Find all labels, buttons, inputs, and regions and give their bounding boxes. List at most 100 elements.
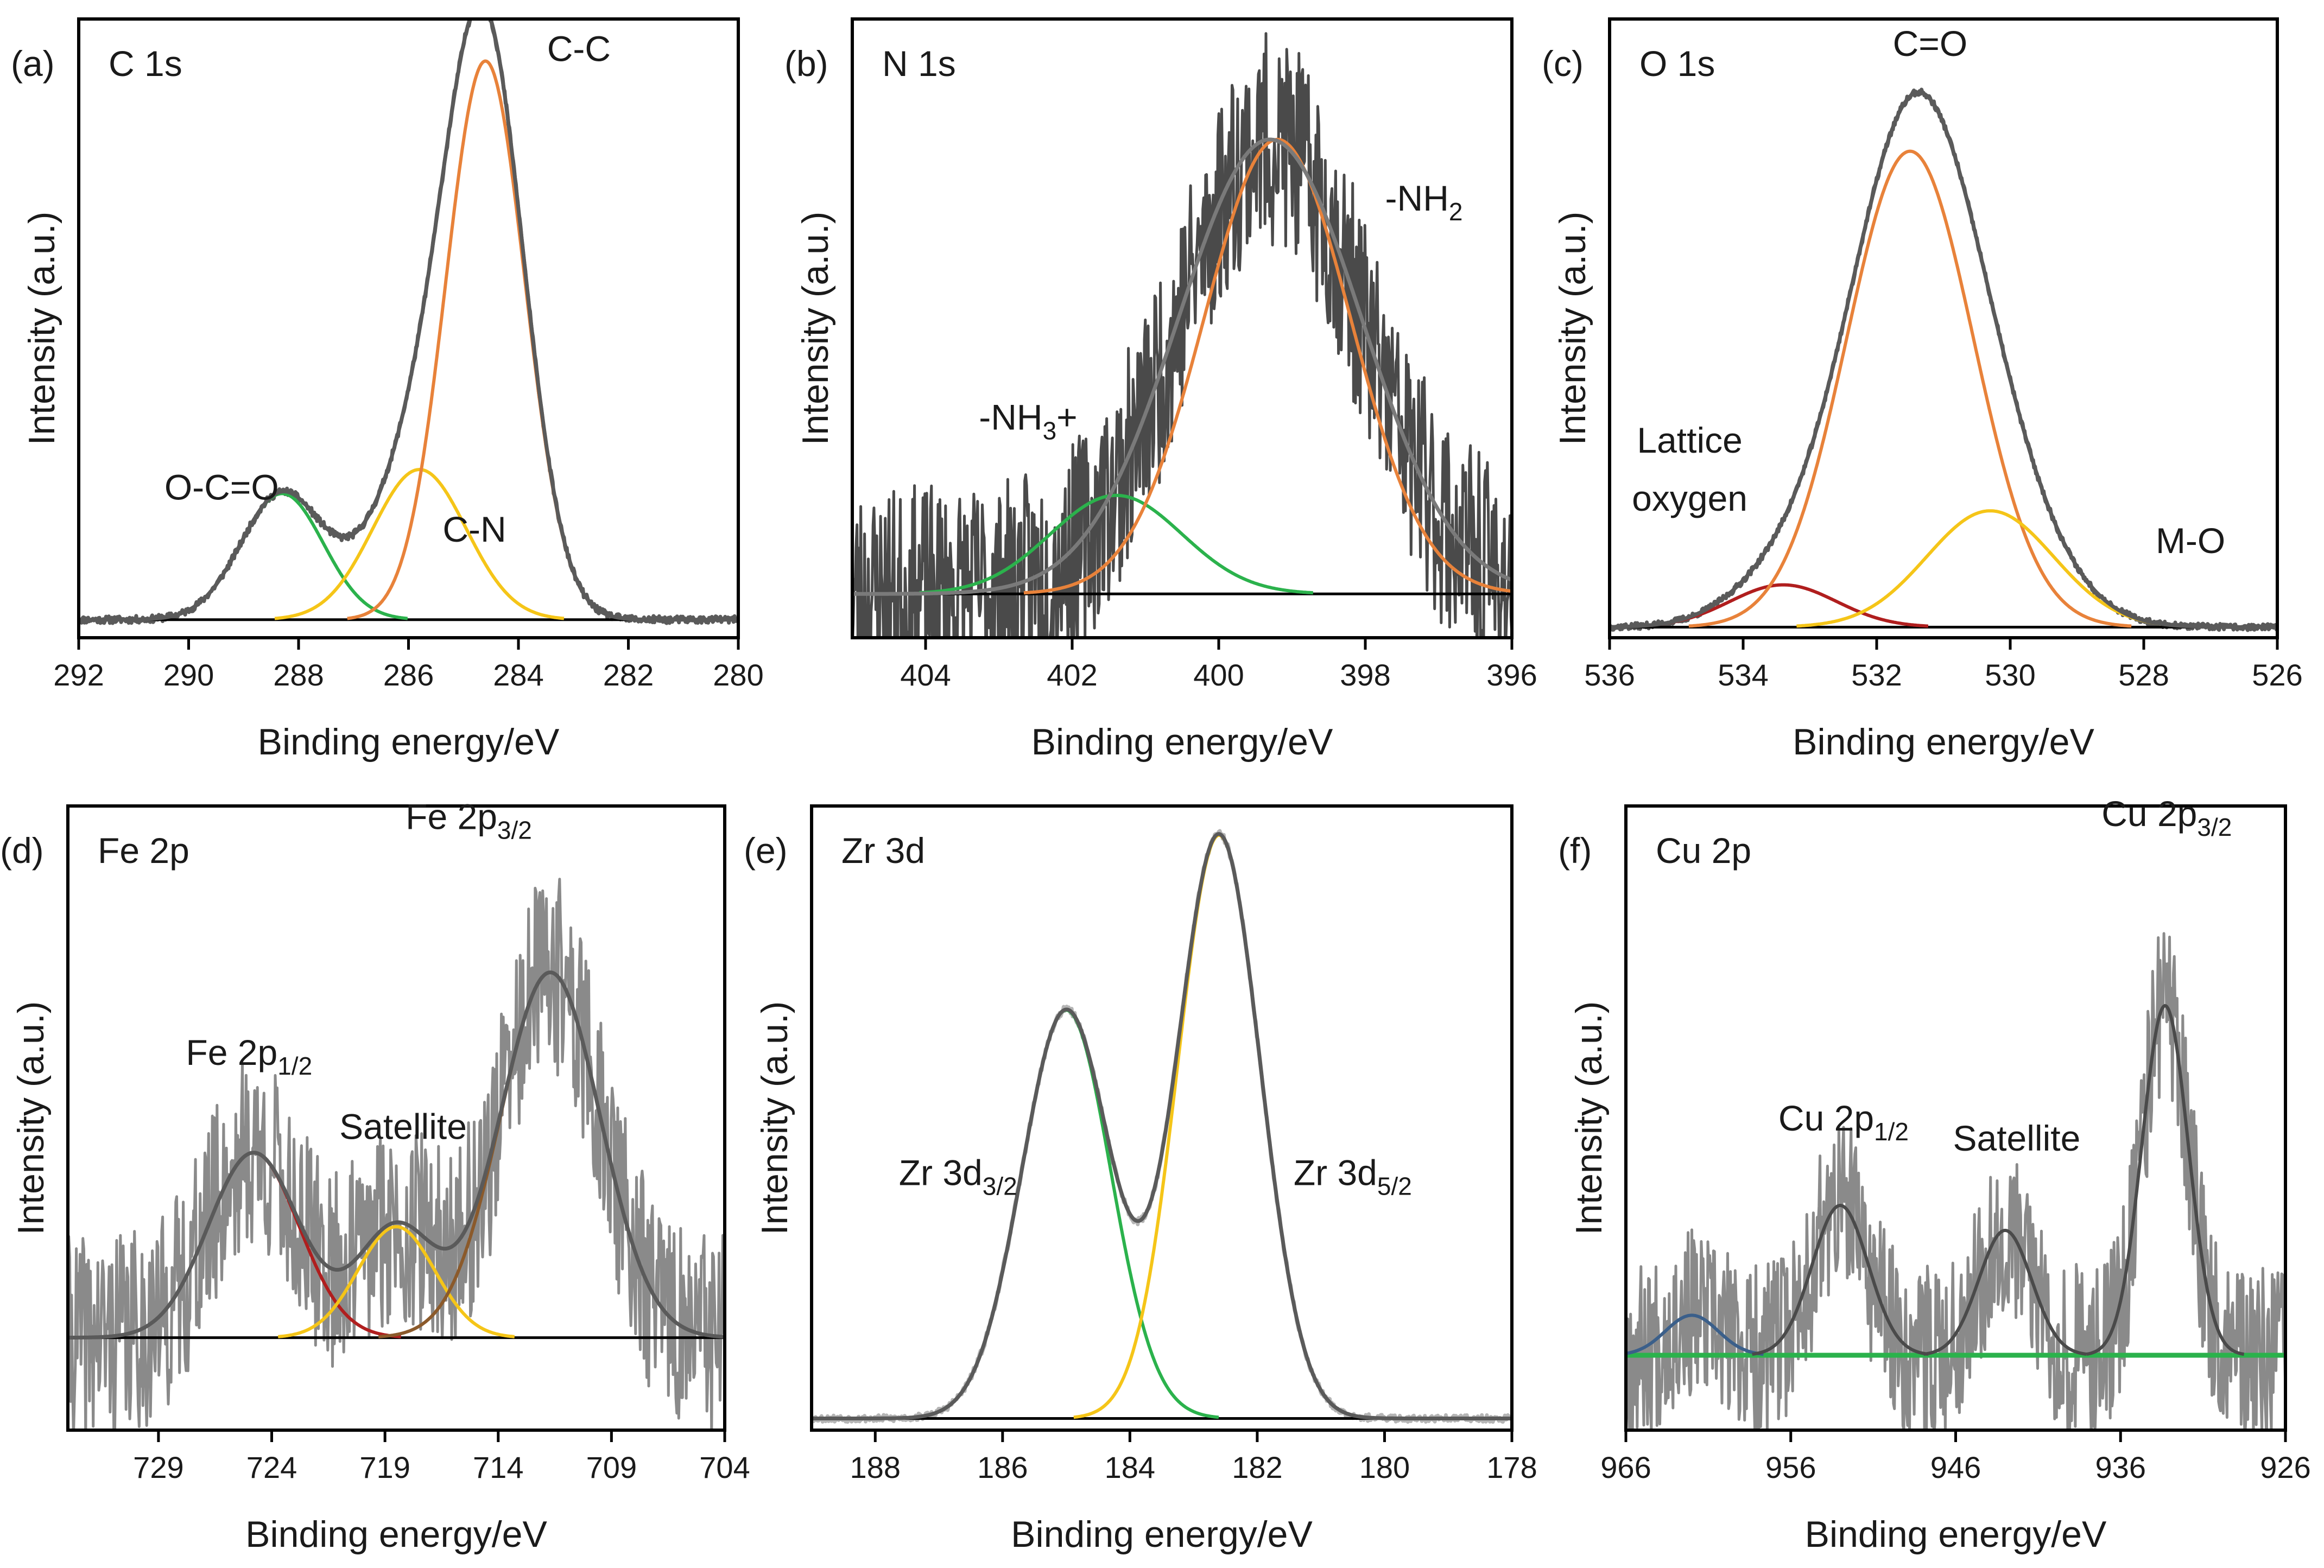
x-tick-label: 186	[977, 1450, 1028, 1484]
x-tick-label: 402	[1047, 658, 1097, 692]
fit-envelope	[79, 19, 738, 622]
panel-letter: (a)	[11, 43, 55, 84]
panel-f: 966 956 946 936 926 Binding energy/eV Intensit…	[1558, 793, 2311, 1555]
plot-area	[812, 829, 1512, 1424]
x-tick-label: 396	[1486, 658, 1537, 692]
y-axis-label: Intensity (a.u.)	[21, 212, 62, 446]
panel-letter: (b)	[784, 43, 828, 84]
peak-annotation: C-C	[547, 28, 611, 68]
x-tick-label: 178	[1486, 1450, 1537, 1484]
x-tick-label: 704	[699, 1450, 750, 1484]
x-tick-label: 946	[1930, 1450, 1981, 1484]
raw-spectrum	[1626, 932, 2285, 1430]
x-tick-label: 400	[1193, 658, 1244, 692]
fit-component-0	[1626, 1313, 1764, 1356]
panel-letter: (d)	[0, 830, 44, 871]
panel-letter: (e)	[744, 830, 788, 871]
annotation-subscript: 3/2	[2197, 813, 2232, 841]
x-axis-label: Binding energy/eV	[1011, 1514, 1313, 1555]
fit-component-1	[1752, 1204, 1929, 1356]
annotation-main: Cu 2p	[1778, 1098, 1874, 1138]
annotation-main: C-C	[547, 28, 611, 68]
annotation-subscript: 1/2	[277, 1052, 312, 1080]
x-tick-label: 184	[1105, 1450, 1155, 1484]
fit-component-1	[1023, 137, 1512, 595]
plot-area	[68, 878, 725, 1430]
x-tick-label: 719	[359, 1450, 410, 1484]
x-tick-label: 729	[133, 1450, 183, 1484]
annotation-main: C=O	[1893, 23, 1968, 64]
x-tick-label: 280	[713, 658, 763, 692]
peak-annotation: M-O	[2156, 520, 2225, 561]
peak-annotation: C-N	[442, 509, 506, 549]
x-tick-label: 188	[850, 1450, 901, 1484]
peak-annotation: -NH2	[1385, 178, 1463, 226]
annotation-suffix: +	[1056, 397, 1078, 437]
x-tick-label: 282	[603, 658, 654, 692]
annotation-main: -NH	[979, 397, 1042, 437]
fit-envelope	[852, 137, 1512, 596]
peak-annotation: Cu 2p1/2	[1778, 1098, 1909, 1146]
x-tick-label: 714	[473, 1450, 523, 1484]
x-tick-label: 288	[273, 658, 324, 692]
x-tick-label: 956	[1765, 1450, 1816, 1484]
fit-component-1	[278, 1225, 515, 1338]
x-tick-label: 936	[2095, 1450, 2146, 1484]
annotation-main: Fe 2p	[186, 1032, 277, 1072]
raw-spectrum	[68, 878, 725, 1430]
x-tick-label: 530	[1985, 658, 2035, 692]
x-tick-label: 709	[586, 1450, 637, 1484]
fit-envelope	[68, 970, 725, 1340]
peak-annotation: Cu 2p3/2	[2101, 793, 2232, 841]
fit-component-1	[274, 468, 565, 620]
annotation-subscript: 3/2	[497, 816, 532, 845]
panel-letter: (f)	[1558, 830, 1592, 871]
spectrum-title: Zr 3d	[841, 830, 925, 871]
annotation-subscript: 3/2	[983, 1172, 1017, 1201]
annotation-main: Zr 3d	[1294, 1153, 1377, 1193]
annotation-subscript: 3	[1043, 417, 1057, 445]
peak-annotation: C=O	[1893, 23, 1968, 64]
y-axis-label: Intensity (a.u.)	[10, 1001, 52, 1235]
peak-annotation: O-C=O	[164, 467, 279, 507]
peak-annotation: Lattice	[1637, 420, 1742, 460]
peak-annotation: Fe 2p3/2	[406, 797, 532, 845]
peak-annotation: Fe 2p1/2	[186, 1032, 312, 1080]
annotation-main: -NH	[1385, 178, 1449, 218]
fit-component-1	[1688, 149, 2132, 628]
annotation-main: Cu 2p	[2101, 793, 2197, 834]
peak-annotation: oxygen	[1632, 478, 1747, 518]
x-tick-label: 528	[2118, 658, 2169, 692]
panel-letter: (c)	[1542, 43, 1584, 84]
x-tick-label: 536	[1584, 658, 1635, 692]
annotation-subscript: 5/2	[1377, 1172, 1412, 1201]
x-tick-label: 284	[493, 658, 543, 692]
panel-a: 292 290 288 286 284 282 280 Binding energy/eV In…	[11, 17, 764, 763]
x-tick-label: 180	[1359, 1450, 1410, 1484]
peak-annotation: Satellite	[339, 1106, 467, 1146]
x-tick-label: 926	[2260, 1450, 2310, 1484]
x-axis-label: Binding energy/eV	[1031, 721, 1333, 763]
plot-area	[79, 19, 738, 625]
y-axis-label: Intensity (a.u.)	[1568, 1001, 1610, 1235]
x-tick-label: 286	[383, 658, 434, 692]
y-axis-label: Intensity (a.u.)	[795, 212, 836, 446]
peak-annotation: Zr 3d5/2	[1294, 1153, 1412, 1201]
annotation-main: Zr 3d	[899, 1153, 983, 1193]
x-tick-label: 526	[2252, 658, 2302, 692]
spectrum-title: C 1s	[109, 43, 182, 84]
fit-component-3	[2086, 1004, 2244, 1356]
x-axis-label: Binding energy/eV	[258, 721, 560, 763]
x-tick-label: 404	[900, 658, 951, 692]
plot-frame	[77, 17, 740, 639]
plot-frame	[1608, 17, 2279, 639]
peak-annotation: Satellite	[1953, 1118, 2080, 1158]
annotation-main: Fe 2p	[406, 797, 497, 837]
plot-frame	[810, 804, 1514, 1432]
plot-frame	[851, 17, 1514, 639]
panel-e: 188 186 184 182 180 178 Binding energy/eV Inten…	[744, 804, 1537, 1555]
raw-spectrum	[812, 829, 1512, 1424]
peak-annotation: -NH3+	[979, 397, 1077, 445]
annotation-main: O-C=O	[164, 467, 279, 507]
